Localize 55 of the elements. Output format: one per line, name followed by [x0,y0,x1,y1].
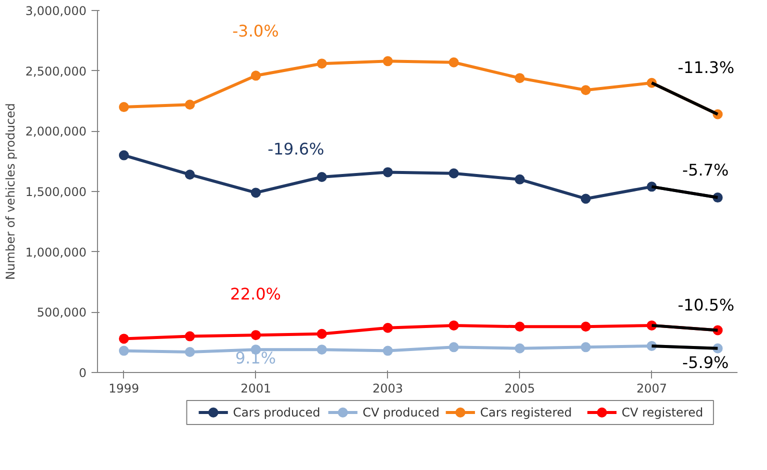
point [448,168,459,178]
point [448,57,459,68]
y-tick-label: 2,500,000 [25,64,87,78]
y-tick-label: 1,000,000 [25,245,87,260]
point [448,320,459,330]
annotation: -5.9% [682,353,729,372]
legend-label: Cars registered [480,406,572,420]
point [514,343,525,354]
point [514,73,525,84]
legend-label: Cars produced [233,406,320,420]
point [514,174,525,184]
point [382,322,393,333]
annotation: -19.6% [268,140,324,159]
x-tick-label: 2001 [240,382,272,396]
annotation: -10.5% [678,295,734,314]
point [118,346,129,356]
point [316,328,327,339]
x-tick-label: 1999 [108,382,140,396]
point [250,70,261,81]
point [184,100,195,110]
y-tick-label: 2,000,000 [25,124,87,139]
annotation: 22.0% [230,284,281,304]
point [118,334,129,344]
point [448,342,459,352]
point [382,167,393,178]
y-tick-label: 1,500,000 [25,185,87,199]
legend-label: CV produced [362,406,440,420]
x-tick-label: 2003 [372,382,404,396]
point [580,85,591,96]
y-axis-title: Number of vehicles produced [3,103,18,280]
point [382,346,393,356]
point [118,102,129,112]
point [184,331,195,342]
point [316,172,327,182]
point [250,188,261,198]
point [580,342,591,352]
point [184,346,195,357]
x-tick-label: 2005 [504,382,536,396]
legend-label: CV registered [622,406,704,420]
annotation: -5.7% [682,160,729,180]
y-tick-label: 500,000 [36,306,86,320]
annotation: -3.0% [232,22,279,41]
point [580,322,591,332]
point [184,170,195,180]
point [316,344,327,355]
point [580,194,591,204]
x-tick-label: 2007 [636,382,668,396]
point [250,330,261,340]
point [514,322,525,332]
y-tick-label: 0 [78,366,87,380]
annotation: -11.3% [678,58,734,77]
y-tick-label: 3,000,000 [25,4,87,18]
point [316,58,327,69]
point [382,56,393,66]
point [118,150,129,160]
